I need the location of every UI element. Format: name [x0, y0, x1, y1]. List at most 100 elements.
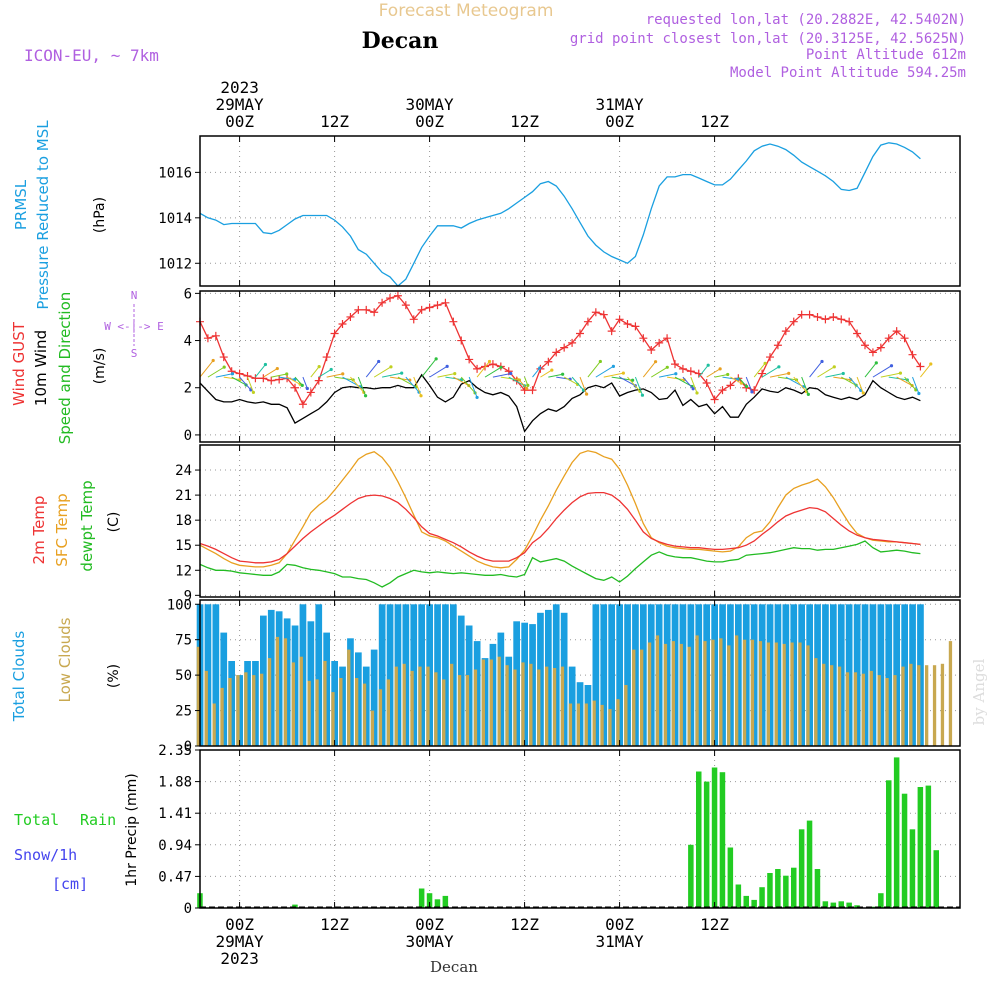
bar-total-clouds [703, 604, 710, 746]
gust-marker [401, 301, 410, 310]
ytick-label-clouds: 100 [167, 597, 192, 613]
bar-low-clouds [774, 642, 778, 746]
bar-low-clouds [552, 668, 557, 746]
location-title: Decan [362, 28, 439, 54]
chart-title: Forecast Meteogram [379, 1, 554, 21]
bar-low-clouds [513, 669, 517, 746]
bar-total-clouds [299, 604, 307, 746]
gust-marker [338, 320, 347, 329]
gust-marker [322, 353, 331, 362]
gust-marker [599, 310, 608, 319]
bar-total-clouds [869, 604, 877, 746]
bar-low-clouds [442, 679, 446, 746]
bar-total-clouds [877, 604, 885, 746]
wind-arrow [619, 376, 636, 387]
bar-low-clouds [853, 672, 858, 746]
bar-total-clouds [909, 604, 916, 746]
bar-low-clouds [267, 658, 272, 746]
bar-low-clouds [592, 700, 596, 746]
bar-total-rain [798, 829, 805, 908]
bar-low-clouds [711, 639, 715, 746]
bar-low-clouds [845, 672, 850, 746]
bar-low-clouds [228, 678, 232, 746]
bar-low-clouds [260, 673, 264, 746]
bar-total-clouds [323, 632, 330, 746]
wind-arrow-head [832, 365, 836, 369]
wind-arrow [476, 361, 490, 378]
bar-low-clouds [727, 645, 731, 746]
wind-arrow-head [744, 384, 749, 389]
bar-total-rain [917, 787, 924, 908]
gust-marker [314, 376, 323, 385]
bar-total-rain [783, 875, 789, 908]
wind-arrow-head [718, 367, 722, 371]
wind-arrow [500, 376, 520, 381]
panel-frame-temperature [199, 444, 961, 598]
bar-total-clouds [853, 604, 861, 746]
bar-total-clouds [489, 643, 497, 746]
bar-total-clouds [647, 604, 655, 746]
gust-marker [829, 312, 838, 321]
bar-low-clouds [347, 649, 351, 746]
time-label-bottom: 00Z [605, 915, 634, 934]
bar-total-clouds [671, 604, 679, 746]
compass-s-label: S [131, 347, 138, 360]
ytick-label-temperature: 24 [175, 463, 192, 479]
gust-marker [528, 386, 537, 395]
gust-marker [639, 334, 648, 343]
wind-arrow-head [434, 357, 438, 361]
wind-arrow [872, 365, 892, 378]
time-label-top: 30MAY [405, 95, 454, 114]
bar-low-clouds [893, 675, 897, 746]
gust-marker [275, 375, 284, 384]
bar-total-clouds [806, 604, 813, 746]
wind-arrow-head [275, 366, 279, 371]
gust-marker [607, 327, 616, 336]
point-altitude: Point Altitude 612m [806, 47, 966, 63]
gust-marker [441, 298, 450, 307]
bar-total-clouds [473, 641, 481, 746]
bar-low-clouds [695, 635, 699, 746]
wind-arrow [318, 369, 332, 378]
wind-arrow [484, 366, 502, 378]
requested-coords: requested lon,lat (20.2882E, 42.5402N) [646, 12, 966, 28]
wind-arrow [769, 372, 789, 378]
bar-low-clouds [315, 679, 319, 746]
bar-total-clouds [893, 604, 900, 746]
gust-marker [219, 353, 228, 362]
bar-total-clouds [632, 604, 639, 746]
bar-total-clouds [370, 649, 378, 746]
bar-total-rain [759, 887, 765, 908]
bar-total-clouds [362, 666, 370, 746]
gust-marker [386, 294, 394, 303]
bar-low-clouds [632, 649, 636, 746]
bar-total-clouds [679, 604, 687, 746]
time-label-top: 00Z [415, 112, 444, 131]
wind-arrow [880, 372, 901, 378]
bar-total-clouds [497, 632, 505, 746]
gust-marker [726, 381, 735, 390]
bar-low-clouds [703, 641, 707, 746]
bar-low-clouds [600, 704, 604, 746]
ytick-label-pressure: 1012 [158, 256, 192, 272]
bar-total-rain [735, 884, 742, 908]
wind-arrow [896, 376, 913, 386]
wind-arrow [722, 376, 738, 380]
bar-total-clouds [426, 604, 433, 746]
bar-low-clouds [576, 703, 580, 746]
bar-total-clouds [830, 604, 837, 746]
wind-arrow-head [777, 365, 781, 369]
ytick-label-temperature: 15 [175, 538, 192, 554]
wind-arrow [809, 361, 823, 378]
bar-low-clouds [244, 672, 248, 746]
bar-low-clouds [386, 679, 390, 746]
wind-arrow [571, 376, 584, 391]
ytick-label-wind: 6 [184, 286, 192, 302]
bar-total-clouds [386, 604, 394, 746]
ytick-label-pressure: 1014 [158, 211, 192, 227]
time-label-top: 12Z [510, 112, 539, 131]
bar-low-clouds [402, 663, 406, 746]
gust-marker [568, 338, 577, 347]
bar-total-clouds [410, 604, 418, 746]
time-label-top: 12Z [700, 112, 729, 131]
